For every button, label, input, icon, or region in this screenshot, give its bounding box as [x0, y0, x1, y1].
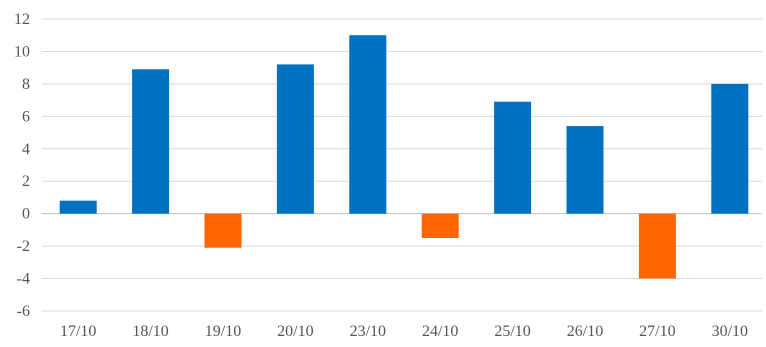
bar: [711, 83, 749, 214]
y-tick-label: 10: [14, 43, 30, 60]
x-axis-ticks: 17/10 18/10 19/10 20/10 23/10 24/10 25/10 26/10…: [60, 323, 748, 340]
bar: [566, 126, 604, 214]
x-tick-label: 27/10: [639, 323, 675, 340]
y-tick-label: 8: [22, 76, 30, 93]
bar: [349, 35, 387, 214]
x-tick-label: 26/10: [567, 323, 603, 340]
bar: [59, 200, 97, 214]
y-tick-label: -6: [17, 303, 30, 320]
y-tick-label: 4: [22, 141, 30, 158]
x-tick-label: 25/10: [494, 323, 530, 340]
x-tick-label: 20/10: [277, 323, 313, 340]
bars: [59, 35, 749, 279]
y-tick-label: 6: [22, 108, 30, 125]
x-tick-label: 17/10: [60, 323, 96, 340]
x-tick-label: 19/10: [205, 323, 241, 340]
bar: [276, 64, 314, 214]
y-tick-label: 2: [22, 173, 30, 190]
bar: [204, 213, 242, 248]
y-axis-ticks: -6 -4 -2 0 2 4 6 8 10 12: [14, 11, 30, 320]
x-tick-label: 18/10: [132, 323, 168, 340]
x-tick-label: 24/10: [422, 323, 458, 340]
bar: [132, 69, 170, 214]
bar: [638, 213, 676, 279]
bar: [494, 101, 532, 214]
y-tick-label: 0: [22, 206, 30, 223]
x-tick-label: 23/10: [350, 323, 386, 340]
y-tick-label: -4: [17, 271, 30, 288]
y-tick-label: -2: [17, 238, 30, 255]
y-tick-label: 12: [14, 11, 30, 28]
bar: [421, 213, 459, 238]
x-tick-label: 30/10: [712, 323, 748, 340]
